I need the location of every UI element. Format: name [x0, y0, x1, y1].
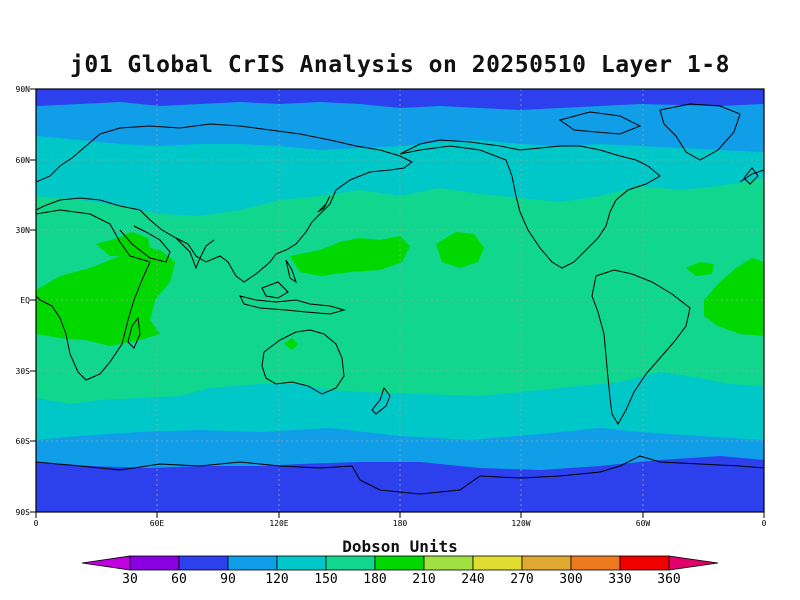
colorbar-segment — [570, 555, 621, 571]
coast-indonesia — [239, 295, 346, 315]
lon-labels: 0 60E 120E 180 120W 60W 0 — [34, 519, 767, 528]
coast-arctic-islands — [558, 111, 642, 135]
colorbar-label: 270 — [510, 572, 533, 587]
band-210-arabia — [96, 232, 150, 256]
colorbar-label: 210 — [412, 572, 435, 587]
coast-south-america — [591, 269, 691, 425]
colorbar-cap-high — [668, 555, 719, 571]
lat-label: 30S — [16, 367, 31, 376]
colorbar-segment — [374, 555, 425, 571]
colorbar-label: 150 — [314, 572, 337, 587]
coast-madagascar — [127, 316, 141, 349]
colorbar-label: 180 — [363, 572, 386, 587]
coast-uk — [743, 167, 759, 185]
lat-label: 90N — [16, 85, 31, 94]
lat-label: 30N — [16, 226, 31, 235]
lat-label: 90S — [16, 508, 31, 517]
colorbar-label: 60 — [171, 572, 187, 587]
lon-label: 120E — [269, 519, 288, 528]
colorbar-label: 30 — [122, 572, 138, 587]
colorbar-segment — [227, 555, 278, 571]
band-210-africa — [36, 246, 175, 346]
colorbar-label: 120 — [265, 572, 288, 587]
lat-labels: 90N 60N 30N EQ 30S 60S 90S — [16, 85, 31, 517]
lat-label: EQ — [20, 296, 30, 305]
coast-eurasia — [36, 123, 413, 283]
colorbar-cap-low — [81, 555, 131, 571]
coast-new-zealand — [371, 386, 391, 415]
coast-africa — [36, 209, 151, 381]
colorbar-label: 90 — [220, 572, 236, 587]
colorbar-segment — [178, 555, 229, 571]
colorbar: 30 60 90 120 150 180 210 240 270 300 330 360 — [81, 555, 719, 587]
band-210-australia — [284, 338, 298, 350]
axis-ticks — [30, 88, 765, 518]
coastlines — [36, 103, 764, 495]
colorbar-segment — [619, 555, 670, 571]
coast-north-america — [399, 139, 661, 269]
band-210-pacific-west — [290, 236, 410, 276]
lon-label: 60E — [150, 519, 165, 528]
lat-label: 60S — [16, 437, 31, 446]
lon-label: 120W — [511, 519, 530, 528]
ozone-field — [36, 89, 764, 512]
colorbar-segment — [472, 555, 523, 571]
coast-borneo — [261, 281, 289, 299]
coast-antarctica — [36, 455, 764, 495]
colorbar-segment — [276, 555, 327, 571]
colorbar-label: 360 — [657, 572, 680, 587]
coast-japan — [317, 195, 331, 213]
band-210-pacific-central — [436, 232, 484, 268]
colorbar-label: 240 — [461, 572, 484, 587]
lon-label: 0 — [762, 519, 767, 528]
colorbar-label: 300 — [559, 572, 582, 587]
gridlines — [36, 89, 764, 512]
map-title: j01 Global CrIS Analysis on 20250510 Lay… — [70, 52, 730, 78]
colorbar-segment — [423, 555, 474, 571]
colorbar-title: Dobson Units — [342, 537, 458, 556]
coast-arabia — [119, 225, 171, 263]
coast-europe-west — [739, 169, 764, 183]
colorbar-segment — [129, 555, 180, 571]
lat-label: 60N — [16, 156, 31, 165]
colorbar-segment — [521, 555, 572, 571]
coast-philippines — [285, 259, 297, 284]
band-210-atlantic-north — [686, 262, 714, 276]
coast-india — [175, 237, 215, 270]
coast-greenland — [659, 103, 741, 161]
lon-label: 0 — [34, 519, 39, 528]
lon-label: 180 — [393, 519, 408, 528]
colorbar-label: 330 — [608, 572, 631, 587]
colorbar-segment — [325, 555, 376, 571]
coast-australia — [261, 329, 345, 395]
lon-label: 60W — [636, 519, 651, 528]
band-210-atlantic — [704, 258, 764, 336]
